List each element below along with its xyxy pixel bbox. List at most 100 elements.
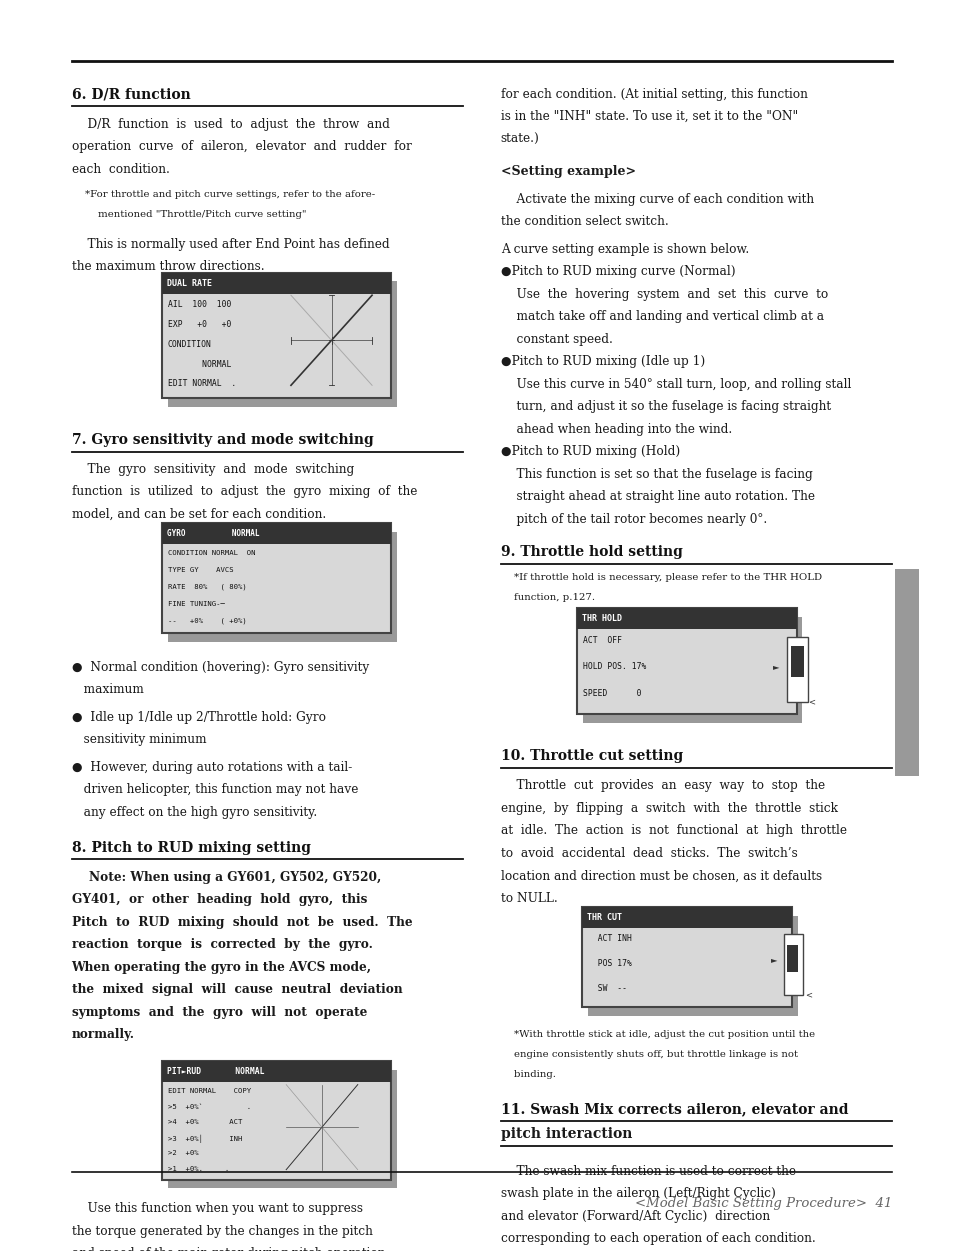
Text: ●Pitch to RUD mixing (Idle up 1): ●Pitch to RUD mixing (Idle up 1): [500, 355, 704, 368]
Text: to  avoid  accidental  dead  sticks.  The  switch’s: to avoid accidental dead sticks. The swi…: [500, 847, 797, 859]
Text: TYPE GY    AVCS: TYPE GY AVCS: [168, 567, 233, 573]
Text: GYRO          NORMAL: GYRO NORMAL: [167, 529, 259, 538]
Text: 9. Throttle hold setting: 9. Throttle hold setting: [500, 545, 682, 559]
Bar: [581, 907, 791, 1007]
Text: model, and can be set for each condition.: model, and can be set for each condition…: [71, 508, 326, 520]
Text: swash plate in the aileron (Left/Right Cyclic): swash plate in the aileron (Left/Right C…: [500, 1187, 775, 1200]
Text: ●  However, during auto rotations with a tail-: ● However, during auto rotations with a …: [71, 761, 352, 773]
Text: Note: When using a GY601, GY502, GY520,: Note: When using a GY601, GY502, GY520,: [71, 871, 380, 883]
Text: for each condition. (At initial setting, this function: for each condition. (At initial setting,…: [500, 88, 807, 100]
Text: GY401,  or  other  heading  hold  gyro,  this: GY401, or other heading hold gyro, this: [71, 893, 367, 906]
Bar: [783, 934, 802, 995]
Text: <Model Basic Setting Procedure>  41: <Model Basic Setting Procedure> 41: [634, 1197, 891, 1210]
Text: This function is set so that the fuselage is facing: This function is set so that the fuselag…: [500, 468, 812, 480]
Bar: [162, 273, 391, 294]
Bar: [168, 1070, 396, 1188]
Text: the maximum throw directions.: the maximum throw directions.: [71, 260, 264, 273]
Bar: [786, 637, 807, 702]
Text: >2  +0%: >2 +0%: [168, 1150, 198, 1156]
Text: 8. Pitch to RUD mixing setting: 8. Pitch to RUD mixing setting: [71, 841, 311, 854]
Text: >5  +0%`          .: >5 +0%` .: [168, 1103, 251, 1110]
Bar: [162, 523, 391, 633]
Text: and elevator (Forward/Aft Cyclic)  direction: and elevator (Forward/Aft Cyclic) direct…: [500, 1210, 769, 1222]
Bar: [162, 273, 391, 398]
Text: location and direction must be chosen, as it defaults: location and direction must be chosen, a…: [500, 869, 821, 882]
Text: any effect on the high gyro sensitivity.: any effect on the high gyro sensitivity.: [71, 806, 316, 818]
Bar: [894, 569, 918, 776]
Text: THR CUT: THR CUT: [586, 913, 621, 922]
Text: <: <: [804, 990, 811, 1000]
Text: CONDITION: CONDITION: [168, 340, 212, 349]
Text: 7. Gyro sensitivity and mode switching: 7. Gyro sensitivity and mode switching: [71, 433, 373, 447]
Text: at  idle.  The  action  is  not  functional  at  high  throttle: at idle. The action is not functional at…: [500, 824, 846, 837]
Text: each  condition.: each condition.: [71, 163, 170, 175]
Text: Use  the  hovering  system  and  set  this  curve  to: Use the hovering system and set this cur…: [500, 288, 827, 300]
Text: pitch interaction: pitch interaction: [500, 1127, 632, 1141]
Text: function  is  utilized  to  adjust  the  gyro  mixing  of  the: function is utilized to adjust the gyro …: [71, 485, 416, 498]
Text: and speed of the main rotor during pitch operation.: and speed of the main rotor during pitch…: [71, 1247, 389, 1251]
Text: constant speed.: constant speed.: [500, 333, 612, 345]
Text: SW  --: SW --: [587, 983, 626, 993]
Text: THR HOLD: THR HOLD: [581, 614, 621, 623]
Text: the condition select switch.: the condition select switch.: [500, 215, 668, 228]
Text: symptoms  and  the  gyro  will  not  operate: symptoms and the gyro will not operate: [71, 1006, 367, 1018]
Bar: [162, 1061, 391, 1082]
Text: Use this curve in 540° stall turn, loop, and rolling stall: Use this curve in 540° stall turn, loop,…: [500, 378, 850, 390]
Text: ACT INH: ACT INH: [587, 934, 631, 943]
Text: CONDITION NORMAL  ON: CONDITION NORMAL ON: [168, 550, 255, 557]
Text: mentioned "Throttle/Pitch curve setting": mentioned "Throttle/Pitch curve setting": [71, 210, 306, 219]
Text: HOLD POS. 17%: HOLD POS. 17%: [582, 662, 645, 672]
Text: to NULL.: to NULL.: [500, 892, 557, 904]
Text: sensitivity minimum: sensitivity minimum: [71, 733, 206, 746]
Text: NORMAL: NORMAL: [168, 359, 231, 369]
Text: EXP   +0   +0: EXP +0 +0: [168, 320, 231, 329]
Text: corresponding to each operation of each condition.: corresponding to each operation of each …: [500, 1232, 815, 1245]
Bar: [790, 646, 803, 677]
Text: ahead when heading into the wind.: ahead when heading into the wind.: [500, 423, 731, 435]
Text: engine consistently shuts off, but throttle linkage is not: engine consistently shuts off, but throt…: [500, 1050, 797, 1058]
Text: EDIT NORMAL    COPY: EDIT NORMAL COPY: [168, 1088, 251, 1095]
Text: 10. Throttle cut setting: 10. Throttle cut setting: [500, 749, 682, 763]
Text: >4  +0%       ACT: >4 +0% ACT: [168, 1120, 242, 1125]
Text: operation  curve  of  aileron,  elevator  and  rudder  for: operation curve of aileron, elevator and…: [71, 140, 411, 153]
Text: AIL  100  100: AIL 100 100: [168, 300, 231, 309]
Text: ACT  OFF: ACT OFF: [582, 636, 621, 644]
Text: POS 17%: POS 17%: [587, 960, 631, 968]
Text: <: <: [807, 697, 814, 707]
Text: turn, and adjust it so the fuselage is facing straight: turn, and adjust it so the fuselage is f…: [500, 400, 830, 413]
Text: binding.: binding.: [500, 1070, 556, 1078]
Text: ●Pitch to RUD mixing (Hold): ●Pitch to RUD mixing (Hold): [500, 445, 679, 458]
Text: --   +0%    ( +0%): -- +0% ( +0%): [168, 618, 247, 624]
Bar: [581, 907, 791, 928]
Text: 11. Swash Mix corrects aileron, elevator and: 11. Swash Mix corrects aileron, elevator…: [500, 1102, 847, 1116]
Text: straight ahead at straight line auto rotation. The: straight ahead at straight line auto rot…: [500, 490, 814, 503]
Text: RATE  80%   ( 80%): RATE 80% ( 80%): [168, 584, 247, 590]
Text: normally.: normally.: [71, 1028, 134, 1041]
Text: the  mixed  signal  will  cause  neutral  deviation: the mixed signal will cause neutral devi…: [71, 983, 402, 996]
Bar: [577, 608, 796, 629]
Text: D/R  function  is  used  to  adjust  the  throw  and: D/R function is used to adjust the throw…: [71, 118, 389, 130]
Bar: [162, 1061, 391, 1180]
Text: reaction  torque  is  corrected  by  the  gyro.: reaction torque is corrected by the gyro…: [71, 938, 372, 951]
Text: ●  Idle up 1/Idle up 2/Throttle hold: Gyro: ● Idle up 1/Idle up 2/Throttle hold: Gyr…: [71, 711, 325, 723]
Text: >1  +0%.     .: >1 +0%. .: [168, 1166, 229, 1171]
Text: DUAL RATE: DUAL RATE: [167, 279, 212, 288]
Text: *For throttle and pitch curve settings, refer to the afore-: *For throttle and pitch curve settings, …: [71, 190, 375, 199]
Text: EDIT NORMAL  .: EDIT NORMAL .: [168, 379, 236, 388]
Text: Throttle  cut  provides  an  easy  way  to  stop  the: Throttle cut provides an easy way to sto…: [500, 779, 824, 792]
Text: >3  +0%│      INH: >3 +0%│ INH: [168, 1135, 242, 1143]
Text: <Setting example>: <Setting example>: [500, 165, 636, 178]
Text: engine,  by  flipping  a  switch  with  the  throttle  stick: engine, by flipping a switch with the th…: [500, 802, 837, 814]
Text: match take off and landing and vertical climb at a: match take off and landing and vertical …: [500, 310, 823, 323]
Text: Pitch  to  RUD  mixing  should  not  be  used.  The: Pitch to RUD mixing should not be used. …: [71, 916, 412, 928]
Text: Activate the mixing curve of each condition with: Activate the mixing curve of each condit…: [500, 193, 813, 205]
Text: pitch of the tail rotor becomes nearly 0°.: pitch of the tail rotor becomes nearly 0…: [500, 513, 766, 525]
Text: A curve setting example is shown below.: A curve setting example is shown below.: [500, 243, 748, 255]
Text: 6. D/R function: 6. D/R function: [71, 88, 190, 101]
Text: SPEED      0: SPEED 0: [582, 689, 640, 698]
Text: is in the "INH" state. To use it, set it to the "ON": is in the "INH" state. To use it, set it…: [500, 110, 798, 123]
Text: the torque generated by the changes in the pitch: the torque generated by the changes in t…: [71, 1225, 372, 1237]
Text: function, p.127.: function, p.127.: [500, 593, 595, 602]
Bar: [582, 617, 801, 723]
Text: *With throttle stick at idle, adjust the cut position until the: *With throttle stick at idle, adjust the…: [500, 1030, 814, 1038]
